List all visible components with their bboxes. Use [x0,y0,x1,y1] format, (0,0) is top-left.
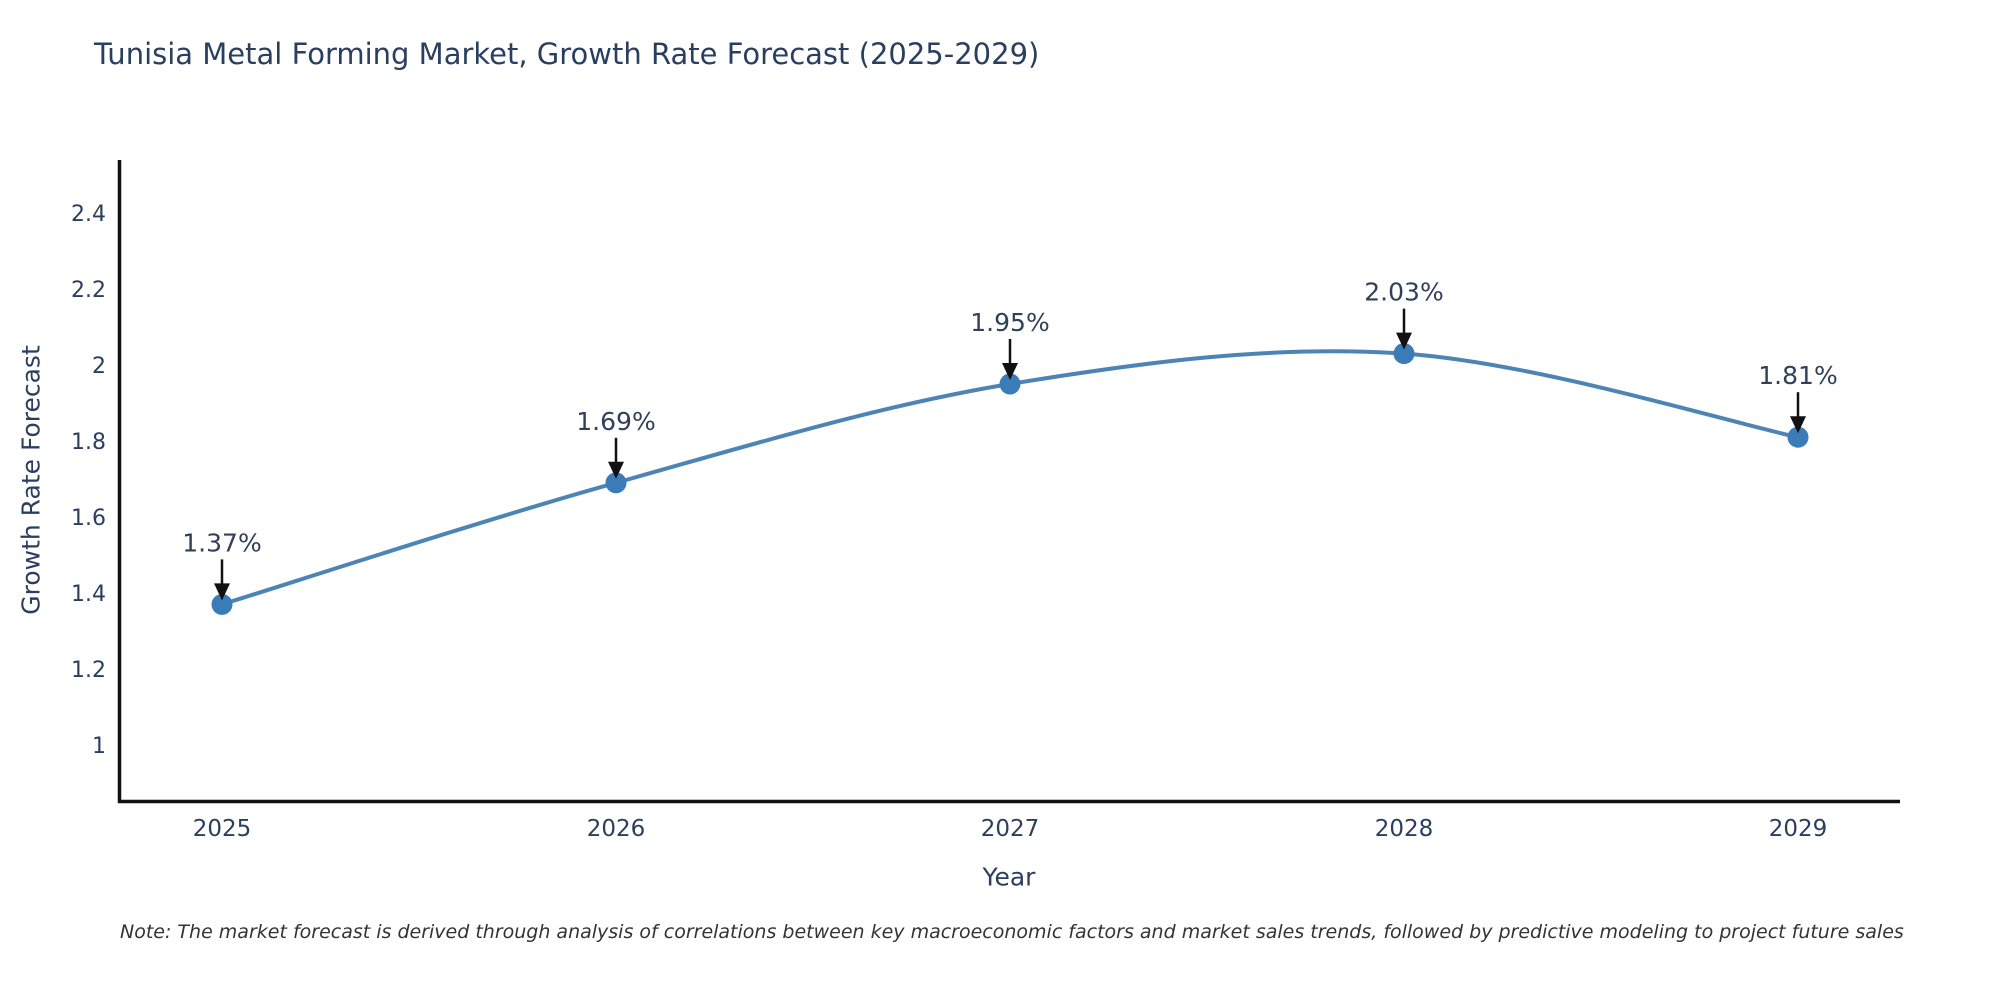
y-tick-label: 1.2 [71,658,106,683]
y-tick-label: 1 [92,734,106,759]
annotation-arrow-head [608,461,624,479]
data-label: 1.81% [1758,361,1837,390]
y-tick-label: 1.4 [71,582,106,607]
annotation-arrow-head [1002,363,1018,380]
y-tick-label: 2.4 [71,202,106,227]
data-label: 1.95% [970,308,1049,337]
y-tick-label: 1.8 [71,430,106,455]
data-point-marker[interactable] [605,472,627,494]
x-tick-label: 2025 [193,816,252,842]
data-point-marker[interactable] [211,593,233,615]
data-label: 1.69% [576,407,655,436]
x-tick-label: 2029 [1769,816,1828,842]
y-tick-label: 1.6 [71,506,106,531]
x-axis-title: Year [982,862,1036,892]
annotation-arrow-head [1396,332,1412,350]
data-label: 2.03% [1364,278,1443,307]
chart-title: Tunisia Metal Forming Market, Growth Rat… [94,37,1040,71]
axis-lines [117,160,1900,804]
x-tick-label: 2027 [981,816,1040,842]
x-tick-label: 2028 [1375,816,1434,842]
data-point-marker[interactable] [999,373,1021,395]
x-tick-label: 2026 [587,816,646,842]
footnote: Note: The market forecast is derived thr… [120,921,1904,943]
data-label: 1.37% [182,528,261,557]
data-point-marker[interactable] [1787,426,1809,448]
data-point-marker[interactable] [1393,343,1415,365]
y-tick-label: 2.2 [71,278,106,303]
y-tick-label: 2 [92,354,106,379]
annotation-arrow-head [1790,416,1806,434]
annotation-arrow-head [214,583,230,601]
